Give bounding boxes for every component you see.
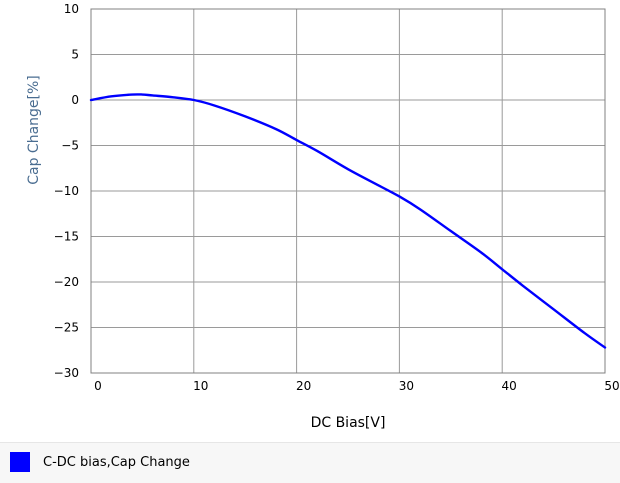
plot-border — [90, 8, 606, 374]
x-tick-label: 10 — [193, 379, 208, 393]
grid-lines — [90, 8, 606, 374]
x-tick-label: 30 — [399, 379, 414, 393]
y-tick-label: 5 — [71, 48, 79, 62]
x-axis-tick-labels: 0 10 20 30 40 50 — [94, 379, 619, 393]
x-tick-label: 50 — [604, 379, 619, 393]
x-tick-label: 40 — [502, 379, 517, 393]
series-line — [89, 93, 607, 349]
y-tick-label: −30 — [54, 366, 79, 380]
y-tick-label: 0 — [71, 93, 79, 107]
legend-label: C-DC bias,Cap Change — [43, 455, 190, 470]
x-axis-title: DC Bias[V] — [311, 415, 386, 431]
plot-area-frame — [90, 8, 606, 374]
y-axis-tick-labels: 10 5 0 −5 −10 −15 −20 −25 −30 — [54, 2, 79, 380]
y-tick-label: −10 — [54, 184, 79, 198]
y-tick-label: 10 — [64, 2, 79, 16]
y-axis-title: Cap Change[%] — [26, 75, 42, 185]
x-tick-label: 20 — [296, 379, 311, 393]
y-tick-label: −5 — [61, 139, 79, 153]
legend-swatch — [10, 452, 30, 472]
x-tick-label: 0 — [94, 379, 102, 393]
y-tick-label: −20 — [54, 275, 79, 289]
legend: C-DC bias,Cap Change — [0, 442, 620, 483]
series-layer — [89, 93, 607, 349]
y-tick-label: −15 — [54, 230, 79, 244]
y-tick-label: −25 — [54, 321, 79, 335]
